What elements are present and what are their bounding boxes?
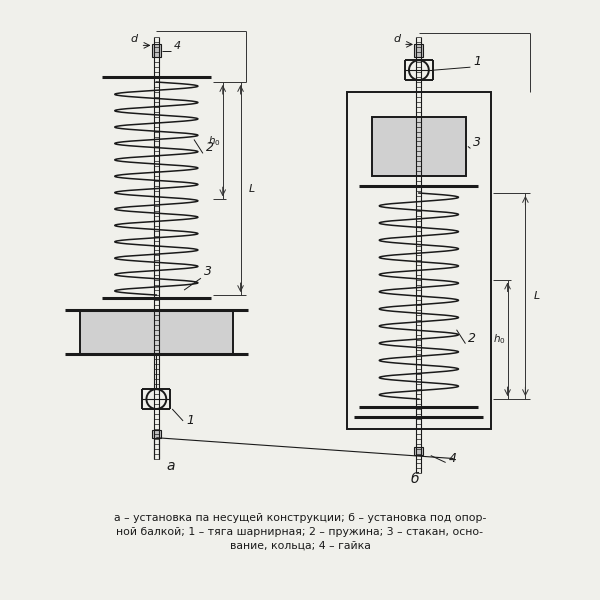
- Text: $h_0$: $h_0$: [493, 332, 506, 346]
- Bar: [415, 446, 424, 455]
- Text: 4: 4: [449, 452, 457, 466]
- Text: ной балкой; 1 – тяга шарнирная; 2 – пружина; 3 – стакан, осно-: ной балкой; 1 – тяга шарнирная; 2 – пруж…: [116, 527, 484, 537]
- Text: 2: 2: [206, 142, 214, 154]
- Bar: [80, 310, 233, 355]
- Bar: [415, 44, 424, 57]
- Bar: [152, 44, 161, 57]
- Text: б: б: [411, 472, 419, 486]
- Text: L: L: [248, 184, 255, 194]
- Text: 4: 4: [174, 41, 181, 52]
- Text: 3: 3: [473, 136, 481, 149]
- Text: а: а: [166, 460, 175, 473]
- Text: L: L: [533, 291, 539, 301]
- Bar: [347, 92, 491, 429]
- Text: а – установка па несущей конструкции; б – установка под опор-: а – установка па несущей конструкции; б …: [114, 513, 486, 523]
- Bar: [152, 430, 161, 438]
- Text: d: d: [394, 34, 401, 44]
- Text: d: d: [131, 34, 138, 44]
- Text: 1: 1: [186, 414, 194, 427]
- Text: 2: 2: [469, 332, 476, 344]
- Text: 1: 1: [473, 55, 481, 68]
- Text: $h_0$: $h_0$: [208, 134, 221, 148]
- Text: вание, кольца; 4 – гайка: вание, кольца; 4 – гайка: [230, 541, 370, 551]
- Text: 3: 3: [204, 265, 212, 278]
- Bar: [372, 117, 466, 176]
